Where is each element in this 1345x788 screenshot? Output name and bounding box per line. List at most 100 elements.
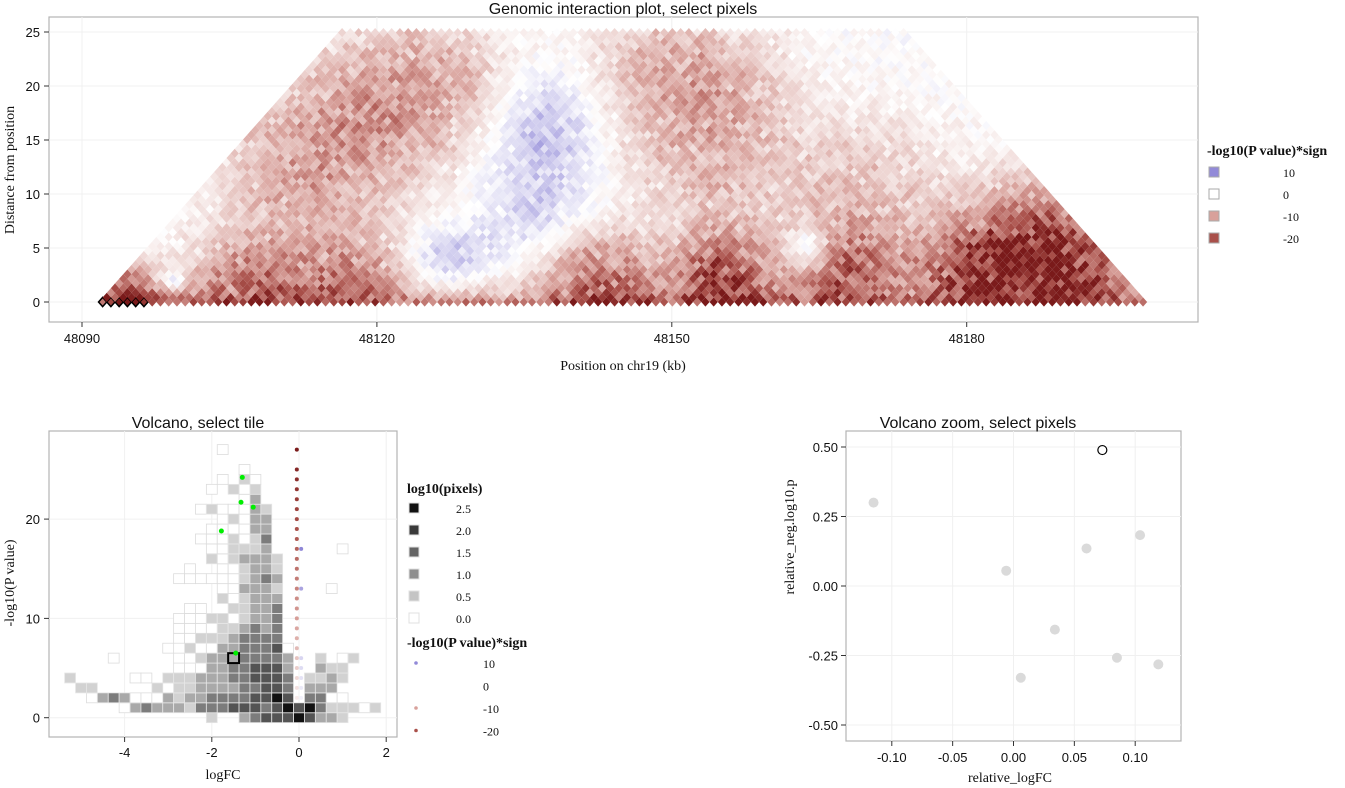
- pixel-cell: [915, 232, 925, 242]
- pixel-cell: [928, 227, 937, 237]
- pixel-cell: [263, 167, 272, 177]
- pixel-cell: [577, 260, 586, 270]
- pixel-cell: [792, 167, 801, 177]
- pixel-cell: [354, 148, 363, 159]
- pixel-cell: [1039, 223, 1049, 233]
- pixel-cell: [986, 274, 995, 284]
- pixel-cell: [581, 264, 590, 275]
- pixel-cell: [676, 158, 685, 168]
- pixel-cell: [358, 190, 367, 200]
- pixel-cell: [965, 204, 974, 214]
- pixel-cell: [585, 93, 594, 103]
- pixel-cell: [660, 241, 669, 251]
- pixel-cell: [697, 181, 706, 191]
- pixel-cell: [651, 185, 661, 196]
- pixel-cell: [399, 255, 409, 265]
- pixel-cell: [693, 185, 702, 196]
- pixel-cell: [849, 288, 859, 298]
- pixel-cell: [759, 278, 768, 289]
- pixel-cell: [222, 158, 231, 168]
- pixel-cell: [973, 297, 983, 307]
- pixel-cell: [626, 130, 636, 140]
- pixel-cell: [1027, 246, 1036, 256]
- pixel-cell: [812, 116, 822, 126]
- pixel-cell: [1081, 297, 1090, 307]
- pixel-cell: [655, 246, 665, 256]
- pixel-cell: [581, 246, 590, 256]
- pixel-cell: [759, 241, 768, 251]
- pixel-cell: [759, 167, 768, 177]
- pixel-cell: [660, 250, 669, 261]
- pixel-cell: [602, 213, 611, 224]
- pixel-cell: [449, 171, 458, 182]
- pixel-cell: [763, 134, 772, 145]
- pixel-cell: [280, 130, 289, 140]
- pixel-cell: [862, 125, 871, 135]
- pixel-cell: [148, 288, 157, 298]
- pixel-cell: [598, 236, 607, 247]
- pixel-cell: [618, 148, 627, 159]
- pixel-cell: [973, 204, 983, 214]
- pixel-cell: [734, 176, 743, 186]
- pixel-cell: [767, 297, 776, 307]
- pixel-cell: [362, 213, 372, 224]
- pixel-cell: [837, 274, 846, 284]
- pixel-cell: [333, 218, 343, 228]
- pixel-cell: [383, 218, 392, 228]
- pixel-cell: [589, 283, 599, 293]
- pixel-cell: [911, 144, 921, 154]
- pixel-cell: [750, 167, 760, 177]
- pixel-cell: [994, 255, 1003, 265]
- pixel-cell: [271, 288, 281, 298]
- pixel-cell: [1048, 278, 1057, 289]
- pixel-cell: [775, 139, 784, 149]
- pixel-cell: [866, 111, 875, 121]
- pixel-cell: [932, 158, 941, 168]
- pixel-cell: [383, 116, 392, 126]
- pixel-cell: [626, 288, 636, 298]
- pixel-cell: [614, 264, 623, 275]
- pixel-cell: [668, 130, 677, 140]
- pixel-cell: [296, 158, 305, 168]
- pixel-cell: [391, 171, 400, 182]
- pixel-cell: [837, 218, 846, 228]
- pixel-cell: [366, 274, 376, 284]
- pixel-cell: [329, 130, 338, 140]
- pixel-cell: [833, 139, 842, 149]
- pixel-cell: [796, 88, 805, 98]
- pixel-cell: [498, 199, 508, 210]
- pixel-cell: [849, 232, 859, 242]
- pixel-cell: [705, 292, 714, 302]
- pixel-cell: [560, 297, 570, 307]
- pixel-cell: [874, 250, 883, 261]
- pixel-cell: [936, 264, 945, 275]
- pixel-cell: [899, 93, 908, 103]
- pixel-cell: [639, 274, 648, 284]
- pixel-cell: [139, 278, 149, 289]
- pixel-cell: [313, 241, 322, 251]
- pixel-cell: [602, 278, 611, 289]
- pixel-cell: [816, 167, 826, 177]
- pixel-cell: [701, 111, 710, 121]
- pixel-cell: [800, 250, 809, 261]
- pixel-cell: [730, 116, 739, 126]
- pixel-cell: [432, 274, 442, 284]
- pixel-cell: [490, 255, 499, 265]
- pixel-cell: [726, 223, 735, 233]
- pixel-cell: [304, 232, 314, 242]
- pixel-cell: [668, 288, 677, 298]
- pixel-cell: [796, 106, 805, 117]
- pixel-cell: [292, 171, 301, 182]
- pixel-cell: [639, 255, 648, 265]
- pixel-cell: [569, 288, 578, 298]
- pixel-cell: [548, 116, 557, 126]
- pixel-cell: [647, 181, 656, 191]
- pixel-cell: [940, 232, 950, 242]
- pixel-cell: [779, 171, 788, 182]
- pixel-cell: [841, 139, 850, 149]
- pixel-cell: [449, 264, 458, 275]
- pixel-cell: [280, 204, 289, 214]
- pixel-cell: [944, 283, 954, 293]
